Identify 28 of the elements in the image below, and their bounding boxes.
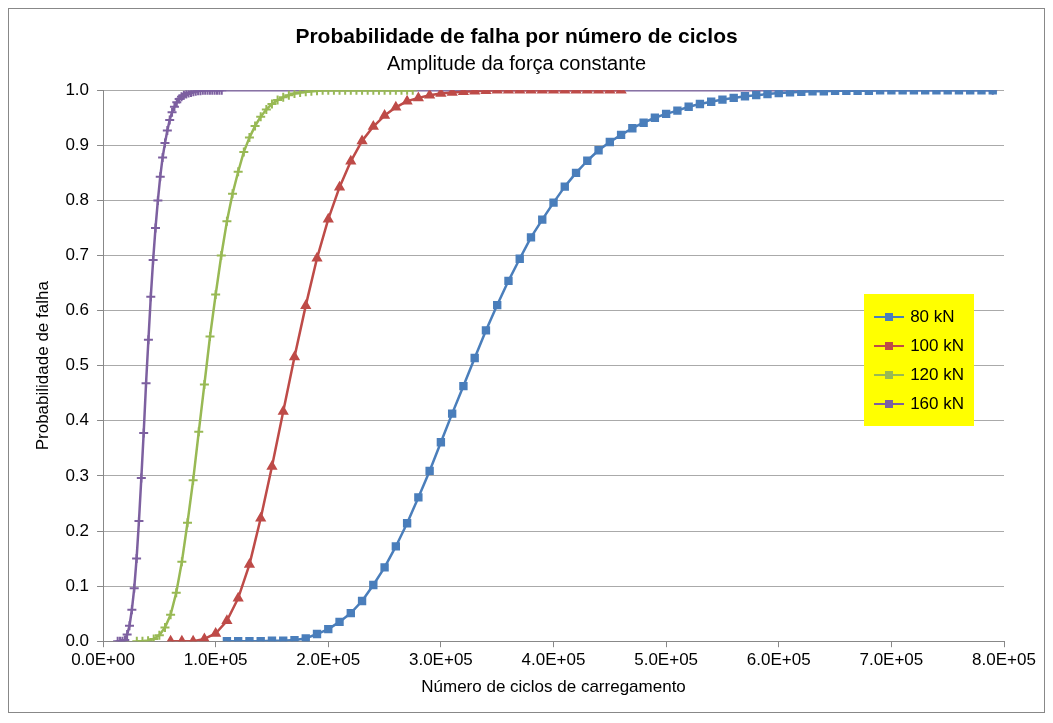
x-tick-label: 8.0E+05 <box>972 650 1036 670</box>
y-tick-label: 1.0 <box>65 79 90 99</box>
x-tick-label: 5.0E+05 <box>634 650 699 670</box>
y-tick-label: 0.5 <box>65 355 90 375</box>
x-tick-label: 1.0E+05 <box>183 650 248 670</box>
x-tick-label: 4.0E+05 <box>521 650 586 670</box>
x-tick-label: 3.0E+05 <box>408 650 473 670</box>
legend-label: 80 kN <box>910 306 955 327</box>
y-axis-title: Probabilidade de falha <box>32 280 52 451</box>
legend-label: 160 kN <box>910 393 964 414</box>
y-tick-label: 0.9 <box>65 134 90 154</box>
legend-label: 100 kN <box>910 335 964 356</box>
y-tick-label: 0.6 <box>65 300 90 320</box>
legend-label: 120 kN <box>910 364 964 385</box>
y-tick-label: 0.8 <box>65 190 90 210</box>
y-tick-label: 0.3 <box>65 465 90 485</box>
y-tick-label: 0.4 <box>65 410 90 430</box>
chart-subtitle: Amplitude da força constante <box>386 51 647 74</box>
y-tick-label: 0.0 <box>65 630 90 650</box>
y-tick-label: 0.2 <box>65 520 90 540</box>
y-tick-label: 0.7 <box>65 245 90 265</box>
x-tick-label: 0.0E+00 <box>71 650 135 670</box>
x-tick-label: 6.0E+05 <box>746 650 811 670</box>
x-tick-label: 7.0E+05 <box>859 650 924 670</box>
x-tick-label: 2.0E+05 <box>296 650 361 670</box>
x-axis-title: Número de ciclos de carregamento <box>421 677 686 697</box>
chart-title: Probabilidade de falha por número de ciclos <box>295 24 738 48</box>
y-tick-label: 0.1 <box>65 575 90 595</box>
